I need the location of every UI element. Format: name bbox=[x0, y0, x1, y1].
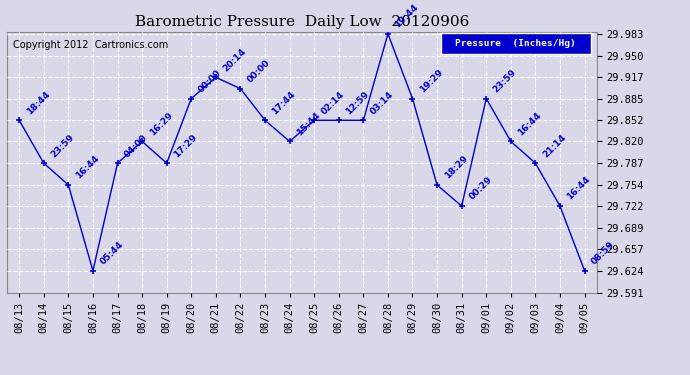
Text: 00:29: 00:29 bbox=[467, 176, 494, 202]
Text: 03:14: 03:14 bbox=[369, 90, 395, 116]
Text: 18:44: 18:44 bbox=[25, 89, 52, 116]
Text: 20:14: 20:14 bbox=[221, 46, 248, 73]
Text: 21:14: 21:14 bbox=[541, 132, 568, 159]
Text: 12:59: 12:59 bbox=[344, 89, 371, 116]
Text: 16:44: 16:44 bbox=[74, 154, 101, 181]
Text: 08:59: 08:59 bbox=[590, 240, 617, 267]
Text: 19:29: 19:29 bbox=[418, 68, 445, 94]
Text: 15:44: 15:44 bbox=[295, 111, 322, 137]
Text: Copyright 2012  Cartronics.com: Copyright 2012 Cartronics.com bbox=[13, 40, 168, 50]
Text: 16:44: 16:44 bbox=[516, 111, 543, 137]
Text: 17:44: 17:44 bbox=[270, 89, 297, 116]
Text: 19:44: 19:44 bbox=[393, 3, 420, 30]
Text: 23:59: 23:59 bbox=[49, 132, 76, 159]
Title: Barometric Pressure  Daily Low  20120906: Barometric Pressure Daily Low 20120906 bbox=[135, 15, 469, 29]
Text: 16:29: 16:29 bbox=[148, 111, 175, 137]
Text: 18:29: 18:29 bbox=[442, 154, 469, 181]
Text: 04:00: 04:00 bbox=[123, 133, 150, 159]
Text: 02:14: 02:14 bbox=[319, 90, 346, 116]
Text: 00:00: 00:00 bbox=[246, 58, 273, 84]
Text: 17:29: 17:29 bbox=[172, 132, 199, 159]
Text: 05:44: 05:44 bbox=[99, 240, 125, 267]
Text: 00:00: 00:00 bbox=[197, 68, 223, 94]
Text: 16:44: 16:44 bbox=[566, 175, 592, 202]
Text: 23:59: 23:59 bbox=[492, 68, 518, 94]
